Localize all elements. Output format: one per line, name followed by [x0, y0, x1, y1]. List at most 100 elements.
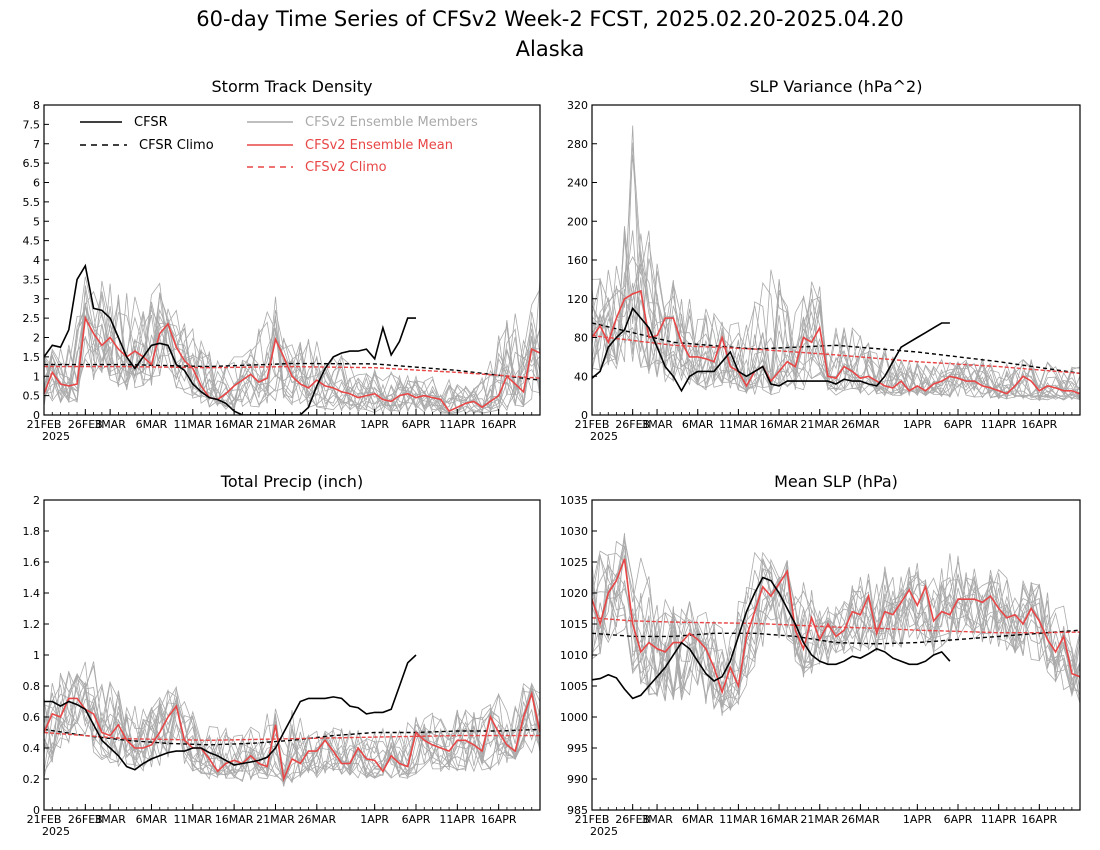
x-tick-label: 16MAR	[760, 418, 799, 431]
x-tick-label: 26MAR	[297, 813, 336, 826]
y-tick-label: 1.8	[23, 525, 41, 538]
legend: CFSR CFSR Climo CFSv2 Ensemble Members CFSv…	[80, 115, 478, 175]
y-tick-label: 6	[33, 177, 40, 190]
ensemble-member-line	[592, 552, 1080, 716]
y-tick-label: 1025	[560, 556, 588, 569]
x-tick-label: 16APR	[481, 813, 517, 826]
ensemble-member-line	[44, 294, 540, 413]
x-tick-label: 11APR	[981, 813, 1017, 826]
series-line	[44, 263, 416, 415]
ensemble-member-line	[592, 226, 1080, 400]
x-tick-label: 11MAR	[719, 813, 758, 826]
ensemble-member-line	[592, 230, 1080, 400]
x-tick-label: 16MAR	[760, 813, 799, 826]
series-line	[44, 654, 417, 771]
y-tick-label: 1.6	[23, 556, 41, 569]
y-tick-label: 1010	[560, 649, 588, 662]
ensemble-member-line	[44, 672, 540, 782]
plot-frame	[43, 499, 541, 811]
y-tick-label: 200	[567, 215, 588, 228]
y-tick-label: 2	[33, 332, 40, 345]
y-tick-label: 0.2	[23, 773, 41, 786]
x-tick-label: 21MAR	[256, 813, 295, 826]
x-tick-label: 6APR	[944, 418, 973, 431]
plot-area	[592, 533, 1080, 716]
y-tick-label: 280	[567, 138, 588, 151]
ensemble-member-line	[592, 545, 1080, 702]
x-tick-label: 21FEB	[575, 813, 610, 826]
x-tick-label: 16MAR	[215, 418, 254, 431]
y-tick-label: 1000	[560, 711, 588, 724]
y-tick-label: 3.5	[23, 273, 41, 286]
y-tick-label: 4	[33, 254, 40, 267]
y-tick-label: 1	[33, 649, 40, 662]
series-line	[592, 558, 1080, 695]
ensemble-member-line	[44, 661, 540, 782]
y-tick-label: 120	[567, 293, 588, 306]
y-tick-label: 1030	[560, 525, 588, 538]
ensemble-member-line	[592, 286, 1080, 400]
x-tick-label: 6MAR	[136, 813, 168, 826]
y-tick-label: 160	[567, 254, 588, 267]
x-tick-label: 3MAR	[641, 813, 673, 826]
ensemble-member-line	[592, 568, 1080, 691]
x-year-label: 2025	[590, 430, 618, 443]
y-tick-label: 1035	[560, 494, 588, 507]
panel-3: Total Precip (inch) 0 0.2 0.4 0.6 0.8 1 1.2 1.4 1…	[23, 472, 541, 838]
x-tick-label: 11MAR	[173, 813, 212, 826]
x-tick-label: 26MAR	[841, 418, 880, 431]
series-line	[44, 731, 540, 742]
series-line	[44, 728, 540, 746]
y-tick-label: 5.5	[23, 196, 41, 209]
ensemble-member-line	[44, 290, 540, 413]
ensemble-member-line	[592, 563, 1080, 711]
series-line	[44, 690, 540, 782]
plot-area	[592, 125, 1080, 402]
y-tick-label: 1005	[560, 680, 588, 693]
y-tick-label: 3	[33, 293, 40, 306]
ensemble-member-line	[44, 661, 540, 786]
y-tick-label: 1	[33, 370, 40, 383]
x-tick-label: 21MAR	[800, 418, 839, 431]
plot-frame	[591, 499, 1081, 811]
x-tick-label: 26FEB	[68, 418, 103, 431]
x-tick-label: 3MAR	[94, 418, 126, 431]
y-tick-label: 1.5	[23, 351, 41, 364]
x-year-label: 2025	[42, 430, 70, 443]
x-year-label: 2025	[42, 825, 70, 838]
ensemble-member-line	[44, 285, 540, 413]
ensemble-member-line	[592, 551, 1080, 714]
series-line	[592, 289, 1080, 395]
panel-title: Mean SLP (hPa)	[774, 472, 898, 491]
panel-title: Total Precip (inch)	[220, 472, 363, 491]
x-tick-label: 3MAR	[641, 418, 673, 431]
plot-area	[44, 263, 540, 415]
series-line	[592, 322, 1080, 374]
y-tick-label: 320	[567, 99, 588, 112]
y-tick-label: 8	[33, 99, 40, 112]
x-tick-label: 6MAR	[682, 418, 714, 431]
y-tick-label: 80	[574, 332, 588, 345]
x-tick-label: 21FEB	[27, 418, 62, 431]
x-tick-label: 1APR	[903, 418, 932, 431]
legend-members-label: CFSv2 Ensemble Members	[305, 115, 478, 130]
x-year-label: 2025	[590, 825, 618, 838]
y-tick-label: 985	[567, 804, 588, 817]
ensemble-member-line	[592, 540, 1080, 706]
x-tick-label: 11MAR	[173, 418, 212, 431]
y-tick-label: 2.5	[23, 312, 41, 325]
y-tick-label: 0	[33, 409, 40, 422]
x-tick-label: 16APR	[1021, 418, 1057, 431]
y-tick-label: 995	[567, 742, 588, 755]
y-tick-label: 240	[567, 177, 588, 190]
panel-4: Mean SLP (hPa) 985 990 995 1000 1005 1010 1015 1…	[560, 472, 1081, 838]
x-tick-label: 16MAR	[215, 813, 254, 826]
x-tick-label: 6APR	[402, 418, 431, 431]
y-tick-label: 0.8	[23, 680, 41, 693]
x-tick-label: 6MAR	[682, 813, 714, 826]
ensemble-member-line	[592, 125, 1080, 401]
series-line	[44, 365, 540, 379]
y-tick-label: 7	[33, 138, 40, 151]
series-line	[592, 617, 1080, 634]
